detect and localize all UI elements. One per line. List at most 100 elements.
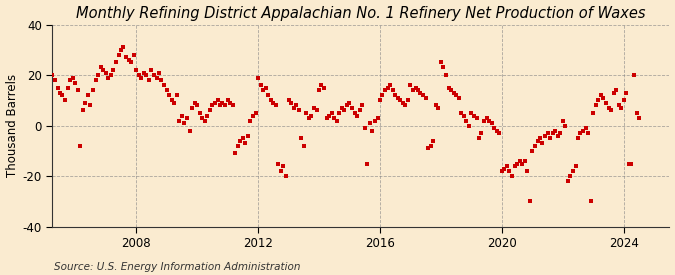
Point (131, 68, 142, 72)
Point (238, 136, 248, 141)
Point (367, 128, 378, 133)
Point (311, 108, 322, 113)
Point (415, 90, 426, 95)
Point (611, 88, 622, 92)
Point (115, 48, 126, 52)
Point (118, 45, 129, 50)
Point (359, 126, 370, 130)
Point (52, 86, 63, 90)
Point (364, 121, 375, 125)
Point (344, 101, 355, 105)
Point (283, 98, 294, 103)
Point (225, 101, 236, 105)
Point (595, 93, 606, 98)
Point (192, 103, 202, 108)
Point (570, 164, 581, 168)
Point (288, 106, 299, 110)
Point (558, 118, 568, 123)
Point (547, 131, 558, 135)
Point (375, 98, 385, 103)
Point (519, 159, 530, 163)
Point (230, 151, 240, 156)
Point (271, 103, 281, 108)
Point (263, 93, 273, 98)
Point (92, 73, 103, 77)
Text: Source: U.S. Energy Information Administration: Source: U.S. Energy Information Administ… (54, 262, 300, 272)
Point (456, 111, 466, 115)
Point (466, 111, 477, 115)
Point (227, 103, 238, 108)
Point (418, 93, 429, 98)
Point (275, 169, 286, 173)
Point (578, 128, 589, 133)
Point (144, 78, 155, 82)
Point (255, 83, 266, 87)
Point (435, 60, 446, 65)
Point (448, 90, 459, 95)
Point (405, 83, 416, 87)
Point (189, 101, 200, 105)
Point (182, 116, 192, 120)
Point (169, 101, 180, 105)
Point (385, 83, 396, 87)
Point (506, 174, 517, 178)
Point (522, 169, 533, 173)
Point (387, 88, 398, 92)
Point (398, 101, 408, 105)
Point (491, 128, 502, 133)
Point (199, 118, 210, 123)
Point (156, 78, 167, 82)
Point (111, 60, 122, 65)
Point (304, 116, 315, 120)
Point (186, 106, 197, 110)
Point (121, 55, 132, 60)
Point (82, 93, 93, 98)
Point (179, 121, 190, 125)
Point (146, 68, 157, 72)
Point (148, 73, 159, 77)
Point (240, 141, 250, 145)
Point (349, 111, 360, 115)
Point (308, 106, 319, 110)
Point (90, 78, 101, 82)
Point (484, 118, 495, 123)
Point (105, 73, 116, 77)
Point (453, 96, 464, 100)
Point (184, 128, 195, 133)
Point (164, 93, 175, 98)
Point (458, 113, 469, 118)
Point (517, 161, 528, 166)
Point (468, 113, 479, 118)
Point (217, 101, 228, 105)
Point (209, 101, 220, 105)
Point (400, 103, 410, 108)
Point (248, 113, 259, 118)
Point (113, 53, 124, 57)
Point (402, 98, 413, 103)
Point (136, 75, 146, 80)
Point (242, 134, 253, 138)
Point (103, 75, 113, 80)
Point (476, 131, 487, 135)
Point (57, 93, 68, 98)
Point (628, 73, 639, 77)
Point (461, 118, 472, 123)
Point (423, 146, 433, 151)
Point (446, 88, 456, 92)
Point (331, 118, 342, 123)
Point (494, 131, 505, 135)
Point (222, 98, 233, 103)
Point (133, 73, 144, 77)
Point (108, 68, 119, 72)
Point (608, 90, 619, 95)
Point (380, 88, 391, 92)
Point (220, 103, 231, 108)
Point (55, 90, 65, 95)
Point (504, 169, 515, 173)
Point (431, 103, 441, 108)
Point (126, 60, 136, 65)
Point (621, 90, 632, 95)
Point (540, 134, 551, 138)
Point (593, 98, 604, 103)
Point (634, 116, 645, 120)
